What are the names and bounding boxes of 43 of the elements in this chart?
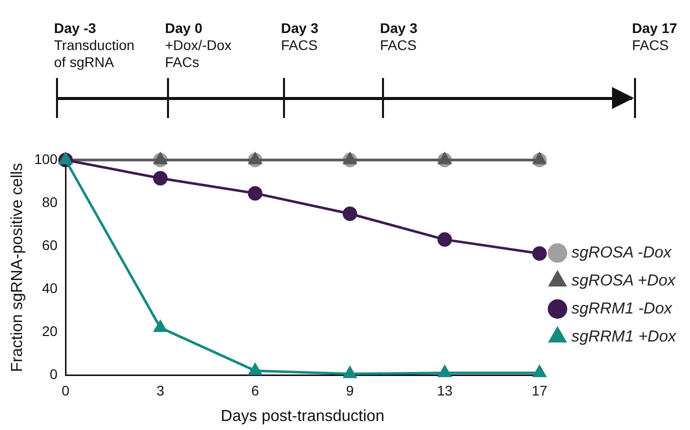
text: Transduction of sgRNA (54, 37, 134, 70)
x-tick-label: 6 (251, 382, 260, 398)
legend-label: sgROSA -Dox (572, 244, 672, 262)
point (248, 186, 262, 201)
x-tick-label: 3 (156, 382, 164, 398)
y-axis-title: Fraction sgRNA-positive cells (9, 163, 26, 372)
text: Day 3 (380, 20, 418, 37)
y-tick-label: 60 (42, 236, 58, 253)
legend-label: sgRRM1 -Dox (572, 300, 673, 318)
text: FACS (281, 37, 318, 53)
x-axis-title: Days post-transduction (220, 408, 384, 425)
y-tick-label: 80 (42, 194, 58, 210)
point (437, 232, 452, 247)
point (342, 206, 358, 221)
text: Day 3 (281, 20, 320, 37)
point (248, 363, 262, 375)
x-tick-label: 9 (346, 382, 354, 398)
point (438, 366, 452, 378)
point (438, 152, 452, 164)
x-tick-label: 13 (436, 382, 453, 398)
text: Day 17 (632, 20, 678, 37)
x-tick-label: 17 (532, 382, 548, 398)
point (153, 171, 168, 186)
text: FACS (632, 37, 669, 53)
point (154, 320, 167, 332)
legend-label: sgRRM1 +Dox (572, 328, 677, 346)
text: Day 0 (165, 20, 204, 37)
point (533, 366, 546, 378)
text: FACS (380, 37, 417, 53)
point (343, 366, 356, 378)
x-tick-label: 0 (62, 382, 70, 398)
text: Day -3 (54, 20, 98, 37)
legend-label: sgROSA +Dox (572, 272, 676, 290)
y-tick-label: 0 (50, 366, 58, 382)
y-tick-label: 40 (42, 280, 58, 296)
y-tick-label: 20 (42, 322, 58, 339)
point (532, 246, 547, 261)
point (343, 152, 356, 164)
point (533, 152, 546, 164)
text: +Dox/-Dox FACs (165, 37, 232, 70)
y-tick-label: 100 (34, 150, 58, 167)
point (154, 152, 167, 164)
point (248, 152, 262, 164)
